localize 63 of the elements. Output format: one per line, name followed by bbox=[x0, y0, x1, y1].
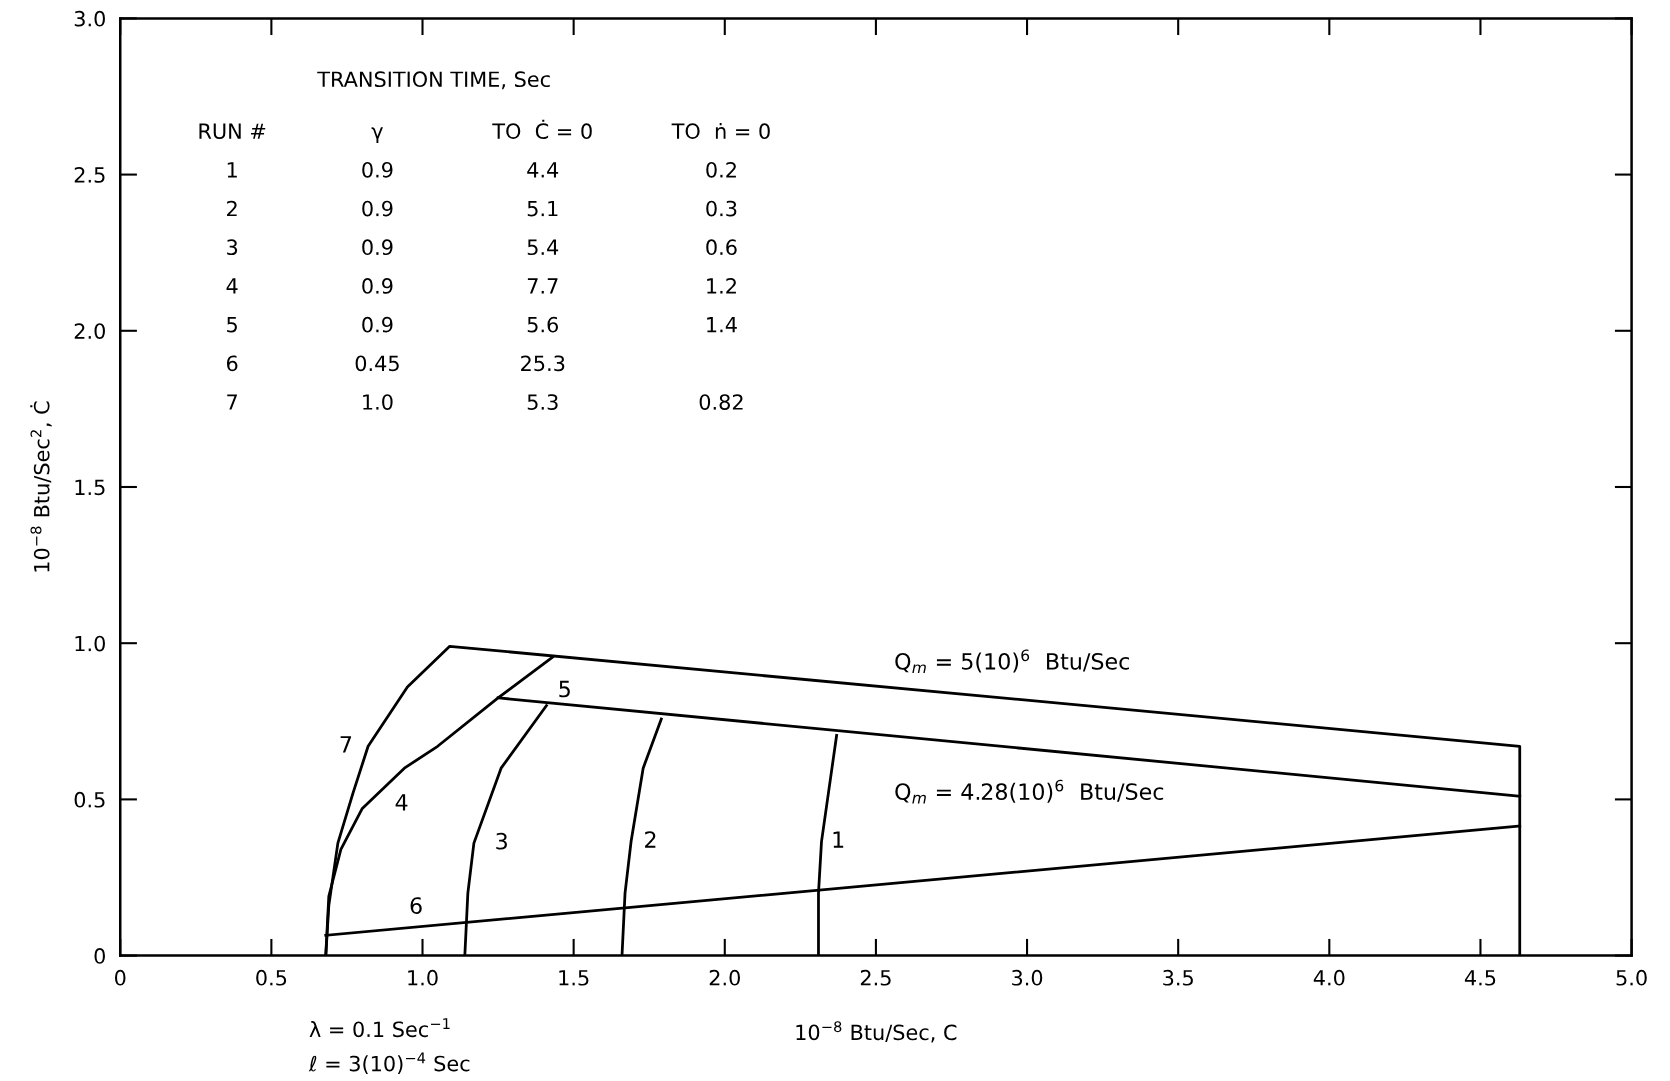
series-label: 3 bbox=[496, 832, 507, 850]
series-label: 2 bbox=[645, 831, 656, 848]
annotation: 5.3 bbox=[527, 394, 558, 410]
series-label: 6 bbox=[410, 897, 422, 914]
text: λ = 0.1 Sec$^{−1}$ bbox=[309, 1018, 450, 1038]
annotation: 0.6 bbox=[706, 239, 737, 256]
annotation: 6 bbox=[226, 355, 238, 372]
annotation: 3 bbox=[227, 239, 238, 256]
annotation: 0.9 bbox=[362, 239, 393, 256]
annotation: 0.9 bbox=[362, 161, 393, 178]
annotation: 0.82 bbox=[699, 394, 743, 410]
y-tick-label: 2.0 bbox=[74, 323, 105, 339]
annotation: 0.9 bbox=[362, 200, 393, 217]
x-tick-label: 2.5 bbox=[860, 969, 891, 986]
x-tick-label: 3.5 bbox=[1163, 969, 1193, 986]
annotation: 1.2 bbox=[707, 278, 736, 294]
y-tick-label: 1.5 bbox=[75, 479, 105, 496]
x-tick-label: 3.0 bbox=[1012, 969, 1043, 986]
y-tick-label: 3.0 bbox=[74, 10, 105, 27]
annotation: 25.3 bbox=[521, 355, 565, 372]
x-axis-title: 10$^{−8}$ Btu/Sec, C bbox=[796, 1021, 957, 1043]
x-tick-label: 0 bbox=[114, 969, 126, 986]
annotation: 7.7 bbox=[527, 278, 558, 294]
x-tick-label: 5.0 bbox=[1616, 969, 1647, 986]
annotation: 1.4 bbox=[707, 317, 737, 333]
text: ℓ = 3(10)$^{−4}$ Sec bbox=[308, 1052, 470, 1074]
y-tick-label: 2.5 bbox=[74, 167, 105, 183]
y-tick-label: 0 bbox=[94, 948, 105, 964]
annotation: 1 bbox=[227, 162, 237, 178]
annotation: 0.9 bbox=[362, 278, 393, 294]
annotation: Q$_{m}$ = 5(10)$^{6}$ Btu/Sec bbox=[895, 649, 1130, 674]
annotation: 5 bbox=[227, 317, 237, 333]
x-tick-label: 0.5 bbox=[256, 969, 287, 986]
series-label: 1 bbox=[833, 831, 844, 848]
series-label: 7 bbox=[340, 736, 352, 753]
annotation: 0.9 bbox=[362, 316, 393, 333]
annotation: Q$_{m}$ = 4.28(10)$^{6}$ Btu/Sec bbox=[895, 779, 1164, 804]
y-axis-title: 10$^{−8}$ Btu/Sec$^{2}$, Ċ bbox=[30, 401, 52, 572]
x-tick-label: 4.5 bbox=[1464, 970, 1496, 986]
annotation: 4 bbox=[226, 278, 238, 294]
annotation: 5.6 bbox=[527, 316, 558, 333]
annotation: TO ṅ = 0 bbox=[671, 122, 770, 140]
series-label: 4 bbox=[395, 794, 408, 811]
series-label: 5 bbox=[559, 680, 570, 698]
y-tick-label: 0.5 bbox=[74, 791, 105, 808]
annotation: 7 bbox=[227, 394, 237, 410]
annotation: 4.4 bbox=[527, 162, 559, 178]
x-tick-label: 1.5 bbox=[559, 970, 589, 986]
annotation: RUN # bbox=[199, 123, 266, 140]
annotation: 1.0 bbox=[363, 394, 393, 410]
annotation: γ bbox=[371, 127, 383, 144]
annotation: 5.4 bbox=[527, 239, 559, 256]
annotation: 0.2 bbox=[706, 161, 736, 178]
annotation: 2 bbox=[227, 200, 237, 217]
annotation: TRANSITION TIME, Sec bbox=[317, 71, 550, 90]
y-tick-label: 1.0 bbox=[75, 635, 105, 652]
annotation: TO Ċ = 0 bbox=[492, 119, 592, 140]
annotation: 0.45 bbox=[355, 355, 399, 372]
x-tick-label: 1.0 bbox=[408, 969, 438, 986]
annotation: 5.1 bbox=[527, 200, 558, 217]
x-tick-label: 2.0 bbox=[709, 969, 740, 986]
x-tick-label: 4.0 bbox=[1313, 969, 1345, 986]
annotation: 0.3 bbox=[706, 200, 737, 217]
